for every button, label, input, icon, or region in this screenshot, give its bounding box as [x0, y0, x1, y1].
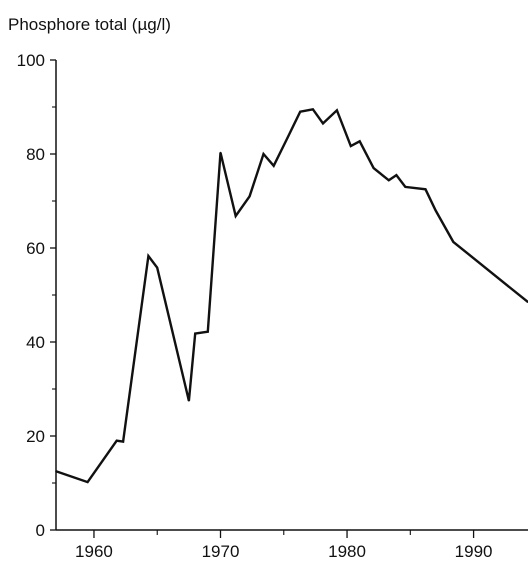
- data-point: [122, 440, 124, 443]
- data-point: [286, 136, 289, 139]
- data-point: [434, 209, 437, 212]
- data-point: [452, 241, 455, 243]
- data-point: [115, 439, 118, 442]
- data-point: [156, 266, 158, 269]
- data-point: [350, 145, 352, 147]
- data-point: [299, 110, 302, 113]
- data-point: [312, 108, 314, 111]
- data-point: [424, 188, 427, 191]
- data-point: [86, 481, 89, 483]
- series-group: [55, 107, 528, 484]
- data-point: [388, 179, 390, 182]
- data-point: [372, 167, 375, 169]
- data-point: [188, 400, 190, 402]
- x-ticks: 1960 1970 1980 1990: [75, 530, 493, 561]
- data-point: [262, 153, 265, 155]
- y-tick-label: 80: [26, 145, 45, 164]
- y-tick-label: 20: [26, 427, 45, 446]
- data-point: [219, 151, 222, 154]
- data-point: [234, 215, 237, 217]
- data-point: [147, 255, 150, 257]
- data-point: [194, 332, 196, 335]
- data-point: [395, 174, 398, 176]
- data-point: [336, 109, 338, 112]
- data-point: [207, 330, 209, 333]
- y-tick-label: 0: [36, 521, 45, 540]
- data-point: [358, 140, 361, 143]
- y-tick-label: 60: [26, 239, 45, 258]
- y-tick-label: 100: [17, 51, 45, 70]
- series-line: [55, 107, 528, 484]
- data-point: [55, 470, 57, 473]
- data-point: [404, 186, 407, 188]
- y-ticks: 0 20 40 60 80 100: [17, 51, 56, 540]
- y-axis-title: Phosphore total (µg/l): [8, 15, 171, 34]
- x-tick-label: 1980: [328, 542, 366, 561]
- x-tick-label: 1960: [75, 542, 113, 561]
- x-tick-label: 1970: [202, 542, 240, 561]
- data-point: [272, 165, 275, 167]
- y-tick-label: 40: [26, 333, 45, 352]
- x-tick-label: 1990: [455, 542, 493, 561]
- data-point: [248, 195, 251, 198]
- data-point: [322, 122, 324, 125]
